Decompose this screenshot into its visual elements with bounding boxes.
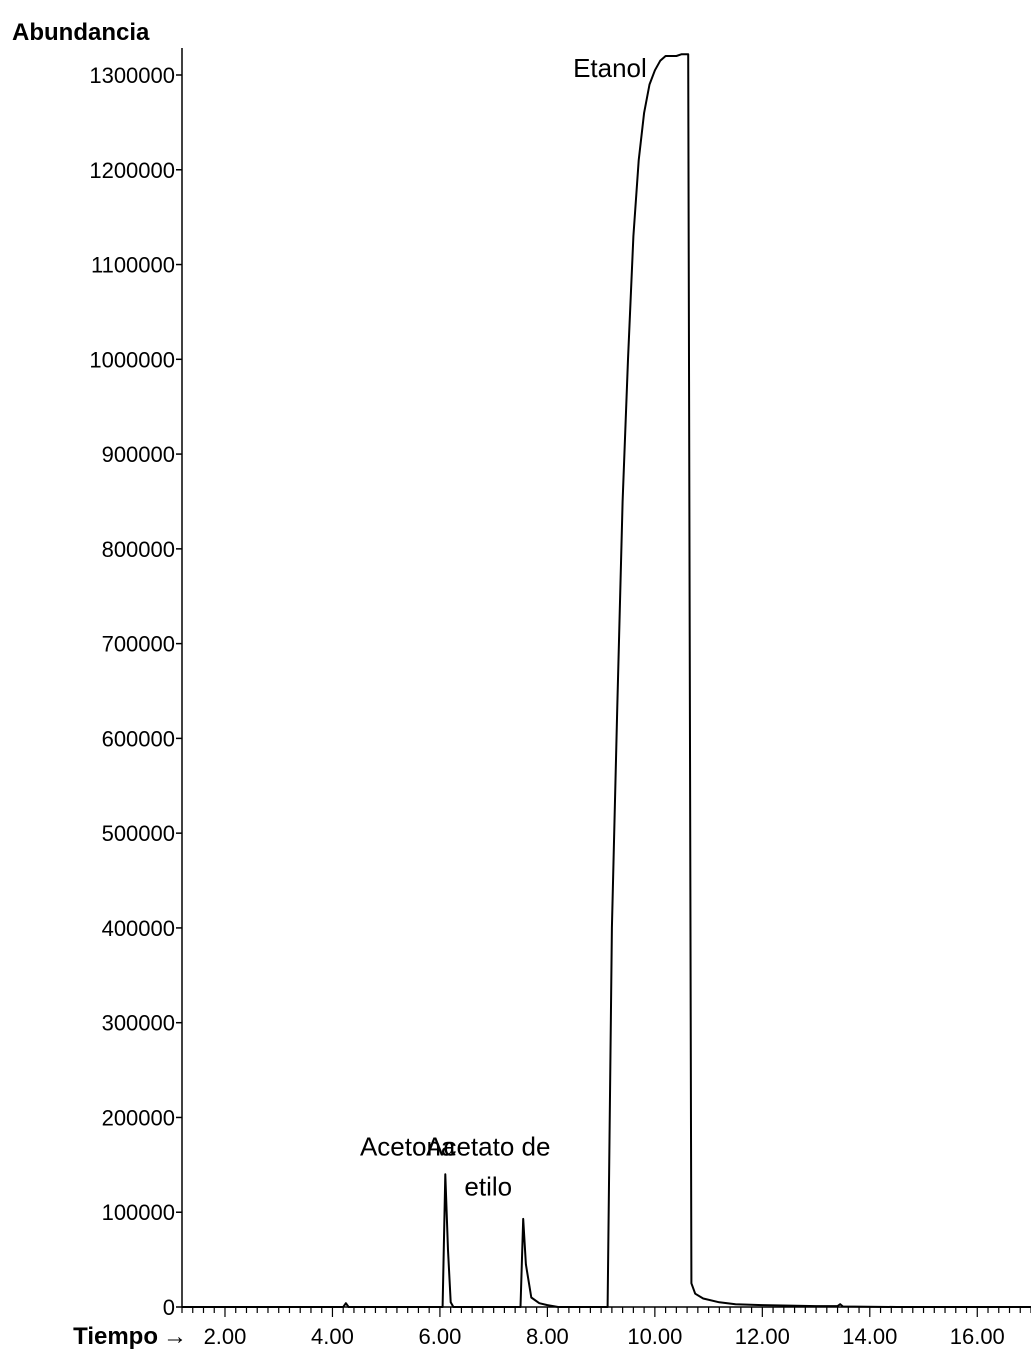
- peak-annotation-line: Etanol: [573, 53, 647, 83]
- y-tick-label: 300000: [102, 1011, 175, 1036]
- peak-annotation: Etanol: [573, 53, 647, 83]
- y-tick-label: 1200000: [89, 158, 175, 183]
- peak-annotation-line: Acetona: [360, 1131, 456, 1161]
- x-tick-label: 14.00: [842, 1324, 897, 1349]
- x-axis-title: Tiempo: [73, 1323, 158, 1350]
- y-tick-label: 0: [163, 1295, 175, 1320]
- y-tick-label: 800000: [102, 537, 175, 562]
- peak-annotation-line: etilo: [464, 1171, 512, 1201]
- x-tick-label: 12.00: [735, 1324, 790, 1349]
- peak-annotation-line: Acetato de: [426, 1131, 550, 1161]
- x-axis-ticks: 2.00 4.00 6.00 8.00 10.00 12.00 14.00 16.00: [181, 1307, 1031, 1349]
- y-axis-ticks: 0 100000 200000 300000 400000 500000 600000 700…: [89, 63, 182, 1320]
- y-axis-title: Abundancia: [12, 19, 150, 46]
- y-tick-label: 600000: [102, 726, 175, 751]
- y-tick-label: 400000: [102, 916, 175, 941]
- series-line: [182, 53, 1031, 1308]
- series-group: [182, 53, 1031, 1308]
- x-tick-label: 8.00: [526, 1324, 569, 1349]
- y-tick-label: 1100000: [91, 253, 175, 278]
- y-tick-label: 100000: [102, 1200, 175, 1225]
- x-tick-label: 2.00: [204, 1324, 247, 1349]
- y-tick-label: 200000: [102, 1105, 175, 1130]
- peak-annotation: Acetona: [360, 1131, 456, 1161]
- y-tick-label: 1300000: [89, 63, 175, 88]
- y-tick-label: 1000000: [89, 347, 175, 372]
- x-axis-arrow: →: [163, 1323, 187, 1350]
- y-tick-label: 700000: [102, 632, 175, 657]
- axes: [181, 48, 1031, 1308]
- x-tick-label: 4.00: [311, 1324, 354, 1349]
- y-tick-label: 500000: [102, 821, 175, 846]
- x-tick-label: 6.00: [419, 1324, 462, 1349]
- y-tick-label: 900000: [102, 442, 175, 467]
- peak-annotation: Acetato de etilo: [426, 1131, 550, 1201]
- x-tick-label: 10.00: [627, 1324, 682, 1349]
- x-tick-label: 16.00: [950, 1324, 1005, 1349]
